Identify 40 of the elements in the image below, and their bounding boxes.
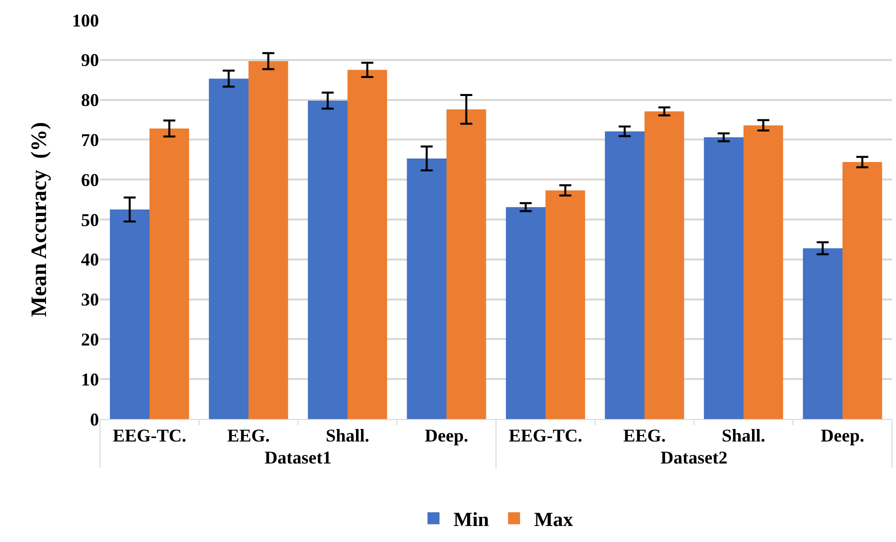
y-tick-label: 100	[72, 10, 99, 30]
bar	[604, 131, 644, 419]
x-tick-label: EEG.	[227, 426, 270, 446]
bar	[704, 137, 744, 419]
x-tick-label: Deep.	[820, 426, 864, 446]
bar	[208, 78, 248, 419]
bar	[110, 210, 150, 419]
x-tick-label: Shall.	[326, 426, 370, 446]
x-tick-label: Deep.	[424, 426, 468, 446]
x-tick-label: EEG-TC.	[508, 426, 582, 446]
text: Dataset1	[264, 448, 332, 468]
bar	[506, 207, 546, 419]
y-tick-label: 70	[81, 130, 99, 150]
x-tick-label: EEG.	[623, 426, 666, 446]
bar	[744, 125, 784, 419]
x-tick-label: Shall.	[722, 426, 766, 446]
bar	[406, 158, 446, 419]
y-tick-label: 60	[81, 170, 99, 190]
text: Dataset2	[660, 448, 728, 468]
y-tick-label: 30	[81, 290, 99, 310]
y-tick-label: 90	[81, 50, 99, 70]
y-tick-label: 50	[81, 210, 99, 230]
bar	[644, 111, 684, 419]
x-tick-label: EEG-TC.	[112, 426, 186, 446]
bar	[446, 109, 486, 419]
bar	[248, 61, 288, 419]
bar	[308, 100, 348, 419]
legend-label: Max	[534, 509, 573, 532]
bar	[546, 190, 586, 419]
bar	[842, 162, 882, 419]
legend-label: Min	[454, 509, 490, 532]
y-tick-label: 40	[81, 250, 99, 270]
y-tick-label: 80	[81, 90, 99, 110]
y-axis-title: Mean Accuracy (%)	[26, 122, 51, 317]
y-tick-label: 0	[90, 409, 99, 430]
bar	[348, 70, 388, 419]
bar	[802, 248, 842, 419]
bar	[150, 128, 190, 419]
y-tick-label: 20	[81, 330, 99, 350]
y-tick-label: 10	[81, 369, 99, 390]
